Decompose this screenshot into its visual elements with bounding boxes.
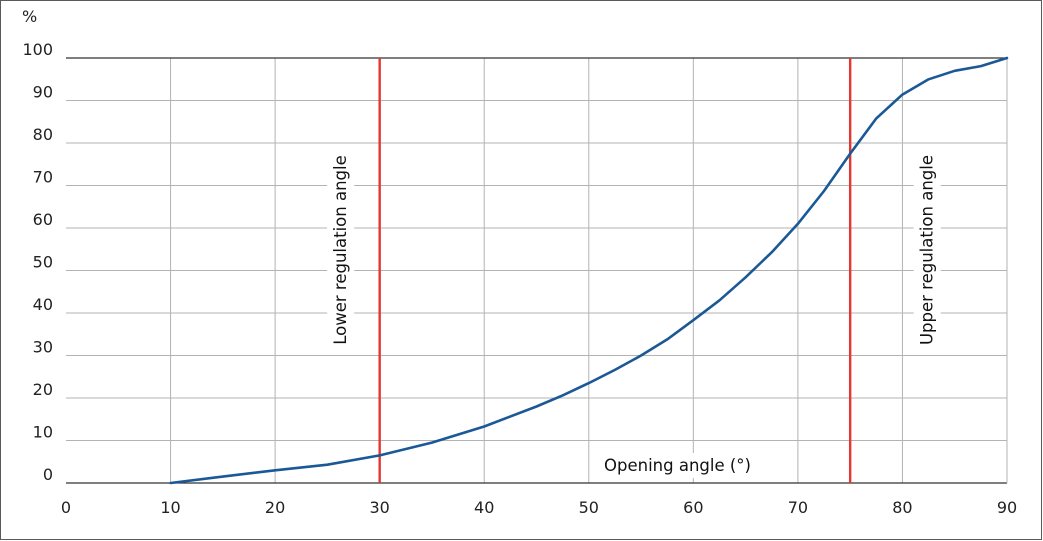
y-tick-label: 80 (33, 125, 53, 144)
y-tick-label: 20 (33, 380, 53, 399)
x-tick-label: 10 (160, 498, 180, 517)
regulation-label-background (327, 153, 355, 347)
y-tick-labels: 0 10 20 30 40 50 60 70 80 90 100 (22, 40, 53, 484)
y-tick-label: 0 (43, 465, 53, 484)
y-tick-label: 40 (33, 295, 53, 314)
regulation-label: Lower regulation angle (331, 155, 350, 345)
x-tick-label: 70 (788, 498, 808, 517)
x-tick-label: 60 (683, 498, 703, 517)
x-tick-labels: 0 10 20 30 40 50 60 70 80 90 (61, 498, 1017, 517)
grid-lines (66, 58, 1007, 483)
x-tick-label: 80 (892, 498, 912, 517)
x-tick-label: 40 (474, 498, 494, 517)
regulation-lines: Lower regulation angle Upper regulation a… (327, 58, 941, 483)
y-tick-label: 100 (22, 40, 53, 59)
x-axis-label-background (600, 453, 755, 478)
y-tick-label: 30 (33, 338, 53, 357)
y-axis-label: % (22, 7, 37, 26)
y-tick-label: 70 (33, 168, 53, 187)
x-tick-label: 0 (61, 498, 71, 517)
regulation-label-background (913, 152, 941, 348)
x-tick-label: 30 (369, 498, 389, 517)
y-tick-label: 60 (33, 210, 53, 229)
x-tick-label: 20 (265, 498, 285, 517)
x-axis-label: Opening angle (°) (604, 456, 751, 475)
x-tick-label: 90 (997, 498, 1017, 517)
y-tick-label: 10 (33, 423, 53, 442)
y-tick-label: 50 (33, 253, 53, 272)
regulation-label: Upper regulation angle (918, 155, 937, 345)
flow-curve-series (169, 56, 1009, 485)
x-tick-label: 50 (579, 498, 599, 517)
y-tick-label: 90 (33, 83, 53, 102)
